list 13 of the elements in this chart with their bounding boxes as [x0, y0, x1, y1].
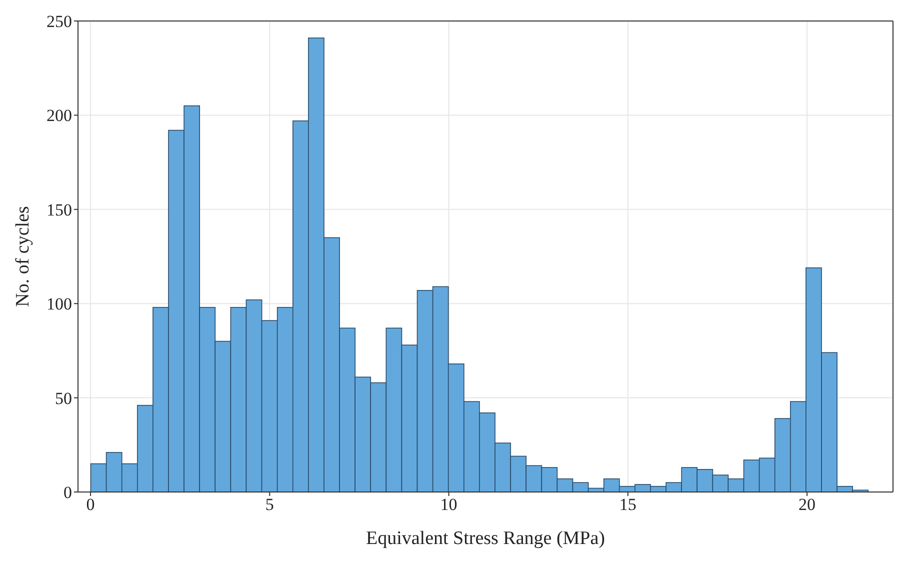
y-tick-label: 100 — [46, 294, 72, 314]
y-tick-label: 0 — [64, 483, 72, 502]
x-tick-label: 0 — [86, 495, 95, 514]
x-axis-title: Equivalent Stress Range (MPa) — [366, 528, 606, 549]
y-axis-title: No. of cycles — [12, 206, 34, 307]
x-tick-label: 20 — [798, 495, 816, 514]
y-tick-label: 200 — [46, 106, 72, 126]
y-tick-label: 50 — [55, 388, 72, 408]
y-tick-label: 150 — [46, 200, 72, 220]
x-tick-label: 5 — [265, 495, 274, 514]
y-tick-label: 250 — [46, 12, 72, 32]
x-tick-label: 15 — [619, 495, 636, 514]
x-tick-label: 10 — [440, 495, 458, 514]
